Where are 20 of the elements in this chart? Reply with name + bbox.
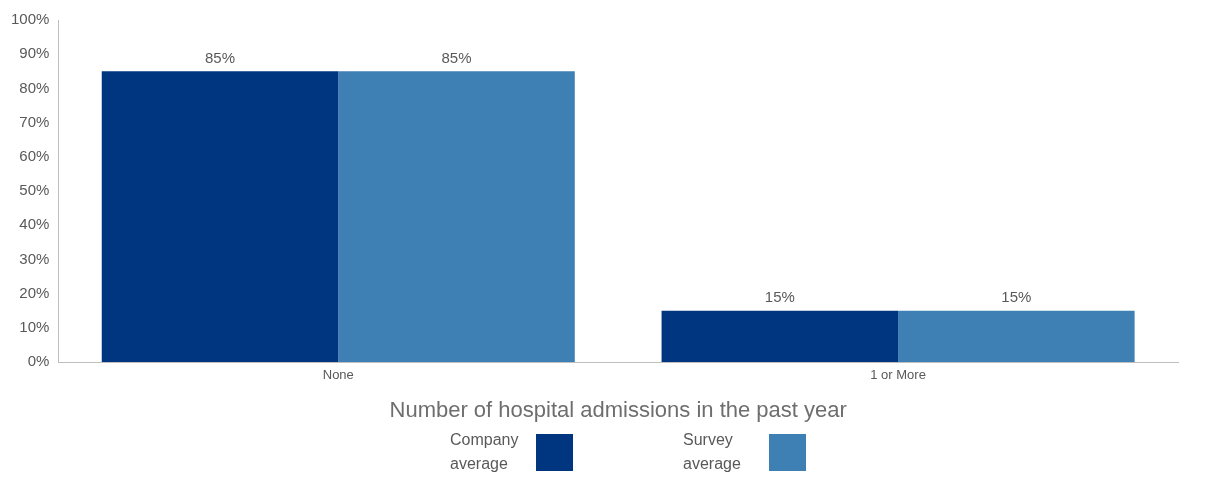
data-label: 15% xyxy=(1001,288,1032,306)
x-tick-label: 1 or More xyxy=(870,367,926,383)
y-tick-label: 60% xyxy=(19,146,50,164)
legend-label: Company average xyxy=(450,430,520,474)
data-label: 85% xyxy=(441,48,472,66)
y-tick-label: 90% xyxy=(19,44,50,62)
x-tick-label: None xyxy=(322,367,354,383)
data-label: 15% xyxy=(764,288,795,306)
y-tick-label: 50% xyxy=(19,181,50,199)
y-tick-label: 100% xyxy=(10,10,50,28)
y-tick-label: 40% xyxy=(19,215,50,233)
y-tick-label: 70% xyxy=(19,112,50,130)
y-tick-label: 80% xyxy=(19,78,50,96)
y-tick-label: 10% xyxy=(19,317,50,335)
y-tick-label: 20% xyxy=(19,283,50,301)
legend-label: Survey average xyxy=(683,430,742,474)
x-axis-title: Number of hospital admissions in the past year xyxy=(389,396,847,422)
data-label: 85% xyxy=(205,48,236,66)
y-tick-label: 30% xyxy=(19,249,50,267)
y-tick-label: 0% xyxy=(27,352,50,370)
